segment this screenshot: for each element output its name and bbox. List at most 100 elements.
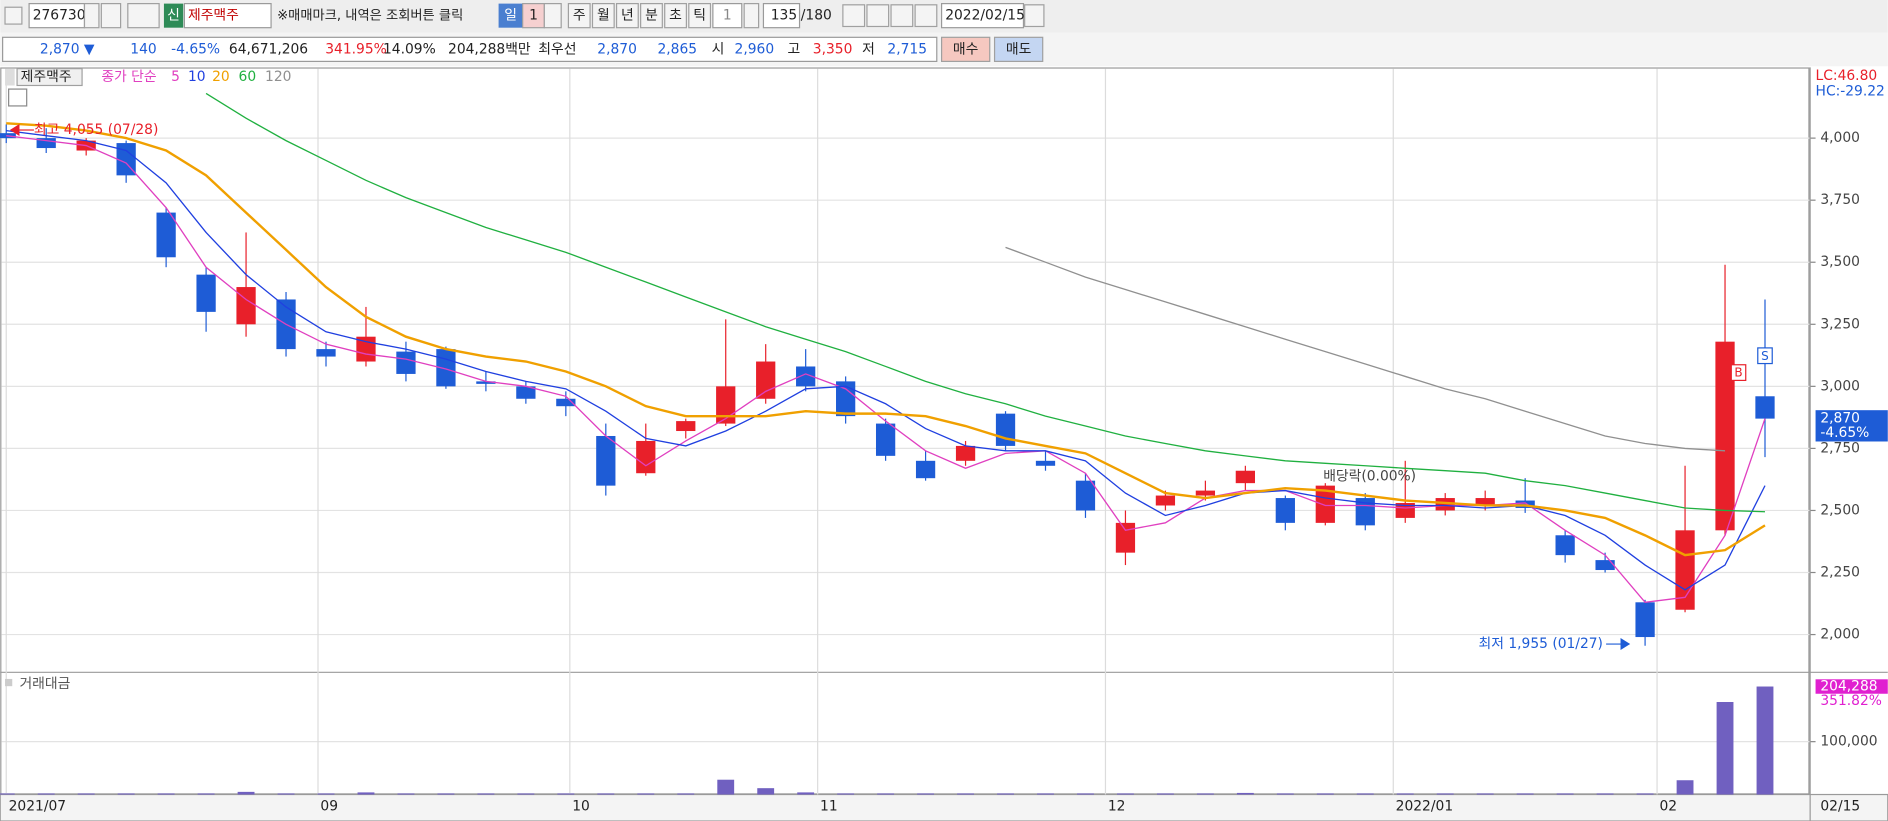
sell-marker <box>1757 347 1773 365</box>
tool-icon[interactable] <box>866 4 890 28</box>
volume-bar <box>997 793 1014 795</box>
unit-button[interactable] <box>591 3 615 29</box>
period: 일 <box>504 8 517 24</box>
candle-body <box>1315 485 1335 523</box>
legend-entry[interactable]: 120 <box>265 69 291 85</box>
legend-ma-label: 종가 단순 <box>101 69 156 85</box>
notice: ※매매마크, 내역은 조회버튼 클릭 <box>277 8 463 24</box>
legend-entry[interactable]: 10 <box>188 69 206 85</box>
volume-bar <box>1077 793 1094 795</box>
high-label: 고 <box>788 41 801 57</box>
ex-dividend-note: 배당락(0.00%) <box>1323 469 1416 485</box>
sell-button[interactable] <box>993 36 1044 62</box>
y-tick-label: 2,250 <box>1820 565 1860 581</box>
last-date: 02/15 <box>1820 799 1860 815</box>
unit-button[interactable] <box>664 3 687 29</box>
dropdown[interactable] <box>83 3 100 29</box>
y-tick-label: 2,000 <box>1820 627 1860 643</box>
count-total: /180 <box>801 8 832 24</box>
low-label: 저 <box>862 41 875 57</box>
volume-bar <box>837 793 855 795</box>
candle-body <box>1035 460 1056 466</box>
x-tick-label: 2021/07 <box>9 799 66 815</box>
settings-icon[interactable] <box>914 4 938 28</box>
unit-label: 주 <box>573 8 586 24</box>
code-input[interactable] <box>28 3 86 29</box>
volume-bar <box>1676 780 1694 795</box>
count-box[interactable] <box>762 3 801 29</box>
low-arrow <box>1620 638 1631 651</box>
moving-average <box>1005 246 1726 452</box>
unit-button[interactable] <box>615 3 639 29</box>
unit-button[interactable] <box>567 3 591 29</box>
open: 2,960 <box>735 41 775 57</box>
x-tick-label: 10 <box>572 799 590 815</box>
low: 2,715 <box>887 41 927 57</box>
dropdown[interactable] <box>743 3 760 29</box>
legend-entry[interactable]: 20 <box>212 69 230 85</box>
price-tag-change: -4.65% <box>1820 425 1869 441</box>
volume-bar <box>877 793 895 795</box>
legend-entry[interactable]: 60 <box>239 69 257 85</box>
count: 135 <box>771 8 797 24</box>
volume-tag <box>1815 679 1888 694</box>
menu-icon[interactable] <box>4 6 23 25</box>
unit-button[interactable] <box>640 3 663 29</box>
moving-average <box>205 92 1766 513</box>
candle-body <box>1555 535 1575 556</box>
volume-bar <box>397 793 415 795</box>
candle-body <box>156 212 176 258</box>
calendar-icon[interactable] <box>1024 4 1045 28</box>
unit-n-box[interactable] <box>712 3 743 29</box>
candle-body <box>796 366 816 387</box>
candle-body <box>1595 560 1615 571</box>
volume-bar <box>1436 793 1454 795</box>
search-button[interactable] <box>100 3 122 29</box>
candle-body <box>1395 503 1415 518</box>
save-icon[interactable] <box>890 4 914 28</box>
volume-bar <box>117 793 135 795</box>
candle-body <box>955 445 976 461</box>
candle-body <box>516 386 536 399</box>
grid-icon[interactable] <box>8 88 28 107</box>
volume-bar <box>197 793 215 795</box>
volume-bar <box>917 793 935 795</box>
tool-icon[interactable] <box>842 4 866 28</box>
y-tick-label: 2,750 <box>1820 440 1860 456</box>
name-input[interactable] <box>183 3 272 29</box>
legend-name-box[interactable] <box>16 68 83 87</box>
candle-body <box>36 138 56 149</box>
unit-button[interactable] <box>688 3 712 29</box>
volume-bar <box>1596 793 1614 795</box>
volume-bar <box>797 792 815 795</box>
candle-body <box>116 143 136 176</box>
volume-bar <box>1556 793 1574 795</box>
candle-body <box>1235 470 1255 484</box>
y-tick-label: 3,750 <box>1820 192 1860 208</box>
buy-button[interactable] <box>940 36 991 62</box>
volume-bar <box>1316 793 1334 795</box>
sound-button[interactable] <box>127 3 160 29</box>
candle-body <box>196 274 216 312</box>
candle-body <box>676 421 696 432</box>
volume-bar <box>637 793 655 795</box>
candle-body <box>1275 498 1295 523</box>
date-box[interactable] <box>940 3 1025 29</box>
volume-bar <box>77 793 95 795</box>
volume-bar <box>477 793 495 795</box>
unit-label: 년 <box>621 8 634 24</box>
period-button[interactable] <box>498 3 523 28</box>
legend-entry[interactable]: 5 <box>171 69 180 85</box>
volume-bar <box>1156 793 1174 795</box>
candle-body <box>1195 490 1216 496</box>
new-badge[interactable] <box>163 3 184 28</box>
dropdown[interactable] <box>543 3 562 29</box>
price: 2,870 ▼ <box>40 41 95 57</box>
volume-bar <box>1196 793 1214 795</box>
high: 3,350 <box>813 41 853 57</box>
volume-bar <box>357 792 375 795</box>
unit-n: 1 <box>723 8 732 24</box>
volume-bar <box>1356 793 1374 795</box>
ask: 2,870 <box>597 41 637 57</box>
